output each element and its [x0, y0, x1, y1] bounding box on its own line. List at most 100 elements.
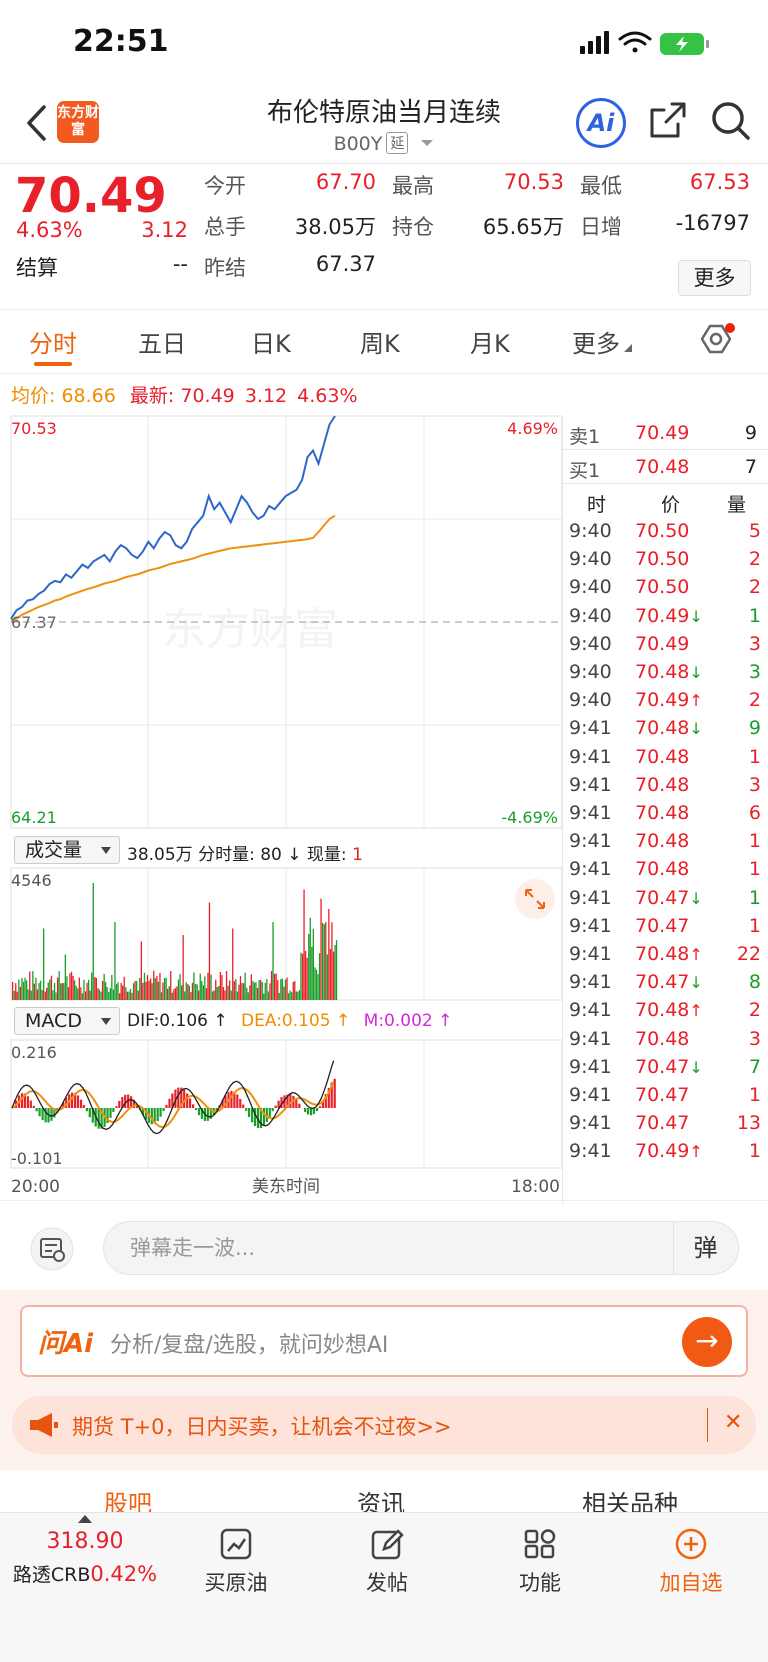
avg-label: 均价: — [11, 385, 56, 407]
danmaku-label: 弹 — [693, 1234, 718, 1262]
macd-indicator-select[interactable]: MACD — [14, 1007, 120, 1035]
intraday-chart[interactable]: 东方财富 70.53 67.37 64.21 4.69% -4.69% 4546… — [0, 412, 562, 1202]
functions-button[interactable]: 功能 — [490, 1527, 590, 1597]
trade-row: 9:41 70.47↓ 8 — [563, 969, 768, 997]
volume-bar — [97, 988, 99, 1000]
oi-label: 持仓 — [392, 215, 434, 239]
post-button[interactable]: 发帖 — [337, 1527, 437, 1597]
trade-price: 70.48 — [635, 830, 690, 853]
volume-bar — [108, 992, 110, 1000]
promo-close-icon[interactable]: ✕ — [724, 1410, 743, 1435]
ai-ask-bar[interactable]: 问Ai 分析/复盘/选股，就问妙想AI → — [20, 1305, 748, 1377]
trade-volume: 5 — [748, 520, 761, 542]
macd-bar — [230, 1091, 233, 1108]
buy-oil-button[interactable]: 买原油 — [186, 1527, 286, 1597]
volume-bar — [126, 991, 128, 1000]
volume-bar — [156, 975, 158, 1000]
trade-price: 70.47↓ — [635, 1055, 703, 1078]
volume-bar — [216, 987, 218, 1000]
volume-indicator-select[interactable]: 成交量 — [14, 836, 120, 864]
volume-bar — [283, 986, 285, 1000]
settings-icon[interactable] — [696, 322, 736, 362]
volume-bar — [64, 954, 66, 1000]
trade-panel: 卖1 70.49 9 买1 70.48 7 时 价 量 9:40 70.50 5 9:… — [562, 416, 768, 1204]
ai-go-button[interactable]: → — [682, 1317, 732, 1367]
trade-price: 70.48 — [635, 802, 690, 824]
volume-bar — [246, 987, 248, 1000]
volume-bar — [148, 980, 150, 1000]
volume-bar — [252, 980, 254, 1000]
comment-icon[interactable] — [30, 1227, 74, 1271]
volume-bar — [58, 971, 60, 1000]
tab-intraday[interactable]: 分时 — [29, 330, 77, 358]
macd-bar — [307, 1108, 310, 1115]
volume-bar — [112, 989, 115, 1000]
app-logo[interactable]: 东方财富 — [57, 101, 99, 143]
macd-bar — [248, 1108, 251, 1117]
dropdown-icon — [101, 847, 111, 854]
volume-bar — [326, 954, 328, 1000]
volume-bar — [163, 978, 166, 1000]
index-pct: 0.42% — [90, 1562, 158, 1586]
tab-five-day[interactable]: 五日 — [138, 330, 186, 358]
change-pct: 4.63% — [16, 218, 83, 242]
index-ticker[interactable]: 318.90 路透CRB0.42% — [0, 1515, 170, 1587]
more-button[interactable]: 更多 — [678, 260, 751, 296]
trades-header: 时 价 量 — [563, 484, 768, 518]
volume-bar — [137, 990, 139, 1000]
symbol-selector[interactable]: B00Y 延 — [0, 132, 768, 155]
volume-bar — [311, 946, 313, 1000]
add-watchlist-button[interactable]: 加自选 — [641, 1527, 741, 1597]
trade-row: 9:41 70.47↓ 7 — [563, 1054, 768, 1082]
tab-more[interactable]: 更多 — [572, 324, 632, 359]
trade-volume: 3 — [748, 1027, 761, 1050]
share-icon[interactable] — [648, 100, 688, 140]
danmaku-toggle[interactable]: 弹 — [673, 1222, 737, 1274]
buy-oil-label: 买原油 — [204, 1571, 268, 1595]
volume-bar — [287, 993, 290, 1000]
tab-active-indicator — [34, 362, 72, 366]
volume-bar — [123, 976, 125, 1000]
trade-volume: 2 — [748, 999, 761, 1022]
trade-volume: 1 — [748, 604, 761, 627]
search-icon[interactable] — [710, 100, 752, 142]
latest-value: 70.49 — [180, 385, 235, 407]
tab-monthly-k[interactable]: 月K — [470, 330, 510, 358]
macd-bar — [153, 1108, 156, 1124]
expand-button[interactable] — [515, 879, 555, 919]
volume-bar — [142, 982, 144, 1000]
bid-label: 买1 — [569, 460, 601, 482]
trade-row: 9:41 70.47 1 — [563, 913, 768, 941]
volume-bar — [128, 991, 130, 1000]
arrow-down-icon: ↓ — [689, 888, 703, 908]
volume-bar — [235, 979, 237, 1000]
ai-ask-logo: 问Ai — [38, 1329, 94, 1359]
settle-value: -- — [172, 252, 188, 276]
volume-bar — [29, 971, 31, 1000]
trade-volume: 8 — [748, 971, 761, 994]
macd-bar — [118, 1100, 121, 1108]
volume-bar — [266, 979, 268, 1000]
volume-bar — [117, 982, 119, 1000]
trade-row: 9:41 70.48 1 — [563, 856, 768, 884]
tab-weekly-k[interactable]: 周K — [360, 330, 400, 358]
volume-bar — [78, 977, 80, 1000]
volume-bar — [49, 979, 51, 1000]
volume-bar — [32, 971, 34, 1000]
section-tabs: 股吧 资讯 相关品种 — [0, 1470, 768, 1518]
volume-bar — [260, 979, 262, 1000]
promo-banner[interactable]: 期货 T+0，日内买卖，让机会不过夜>> ✕ — [12, 1396, 756, 1454]
macd-bar — [265, 1108, 268, 1123]
volume-bar — [151, 983, 153, 1000]
megaphone-icon — [30, 1413, 58, 1437]
x-start-label: 20:00 — [11, 1177, 60, 1197]
trade-price: 70.47 — [635, 1112, 690, 1135]
tab-daily-k[interactable]: 日K — [251, 330, 291, 358]
ai-button[interactable]: Ai — [576, 98, 626, 148]
back-icon[interactable] — [24, 104, 48, 142]
daily-inc-label: 日增 — [580, 215, 622, 239]
macd-bar — [112, 1108, 115, 1112]
trade-price: 70.48 — [635, 1027, 690, 1050]
volume-bar — [306, 957, 308, 1000]
comment-input[interactable]: 弹幕走一波... 弹 — [103, 1221, 739, 1275]
